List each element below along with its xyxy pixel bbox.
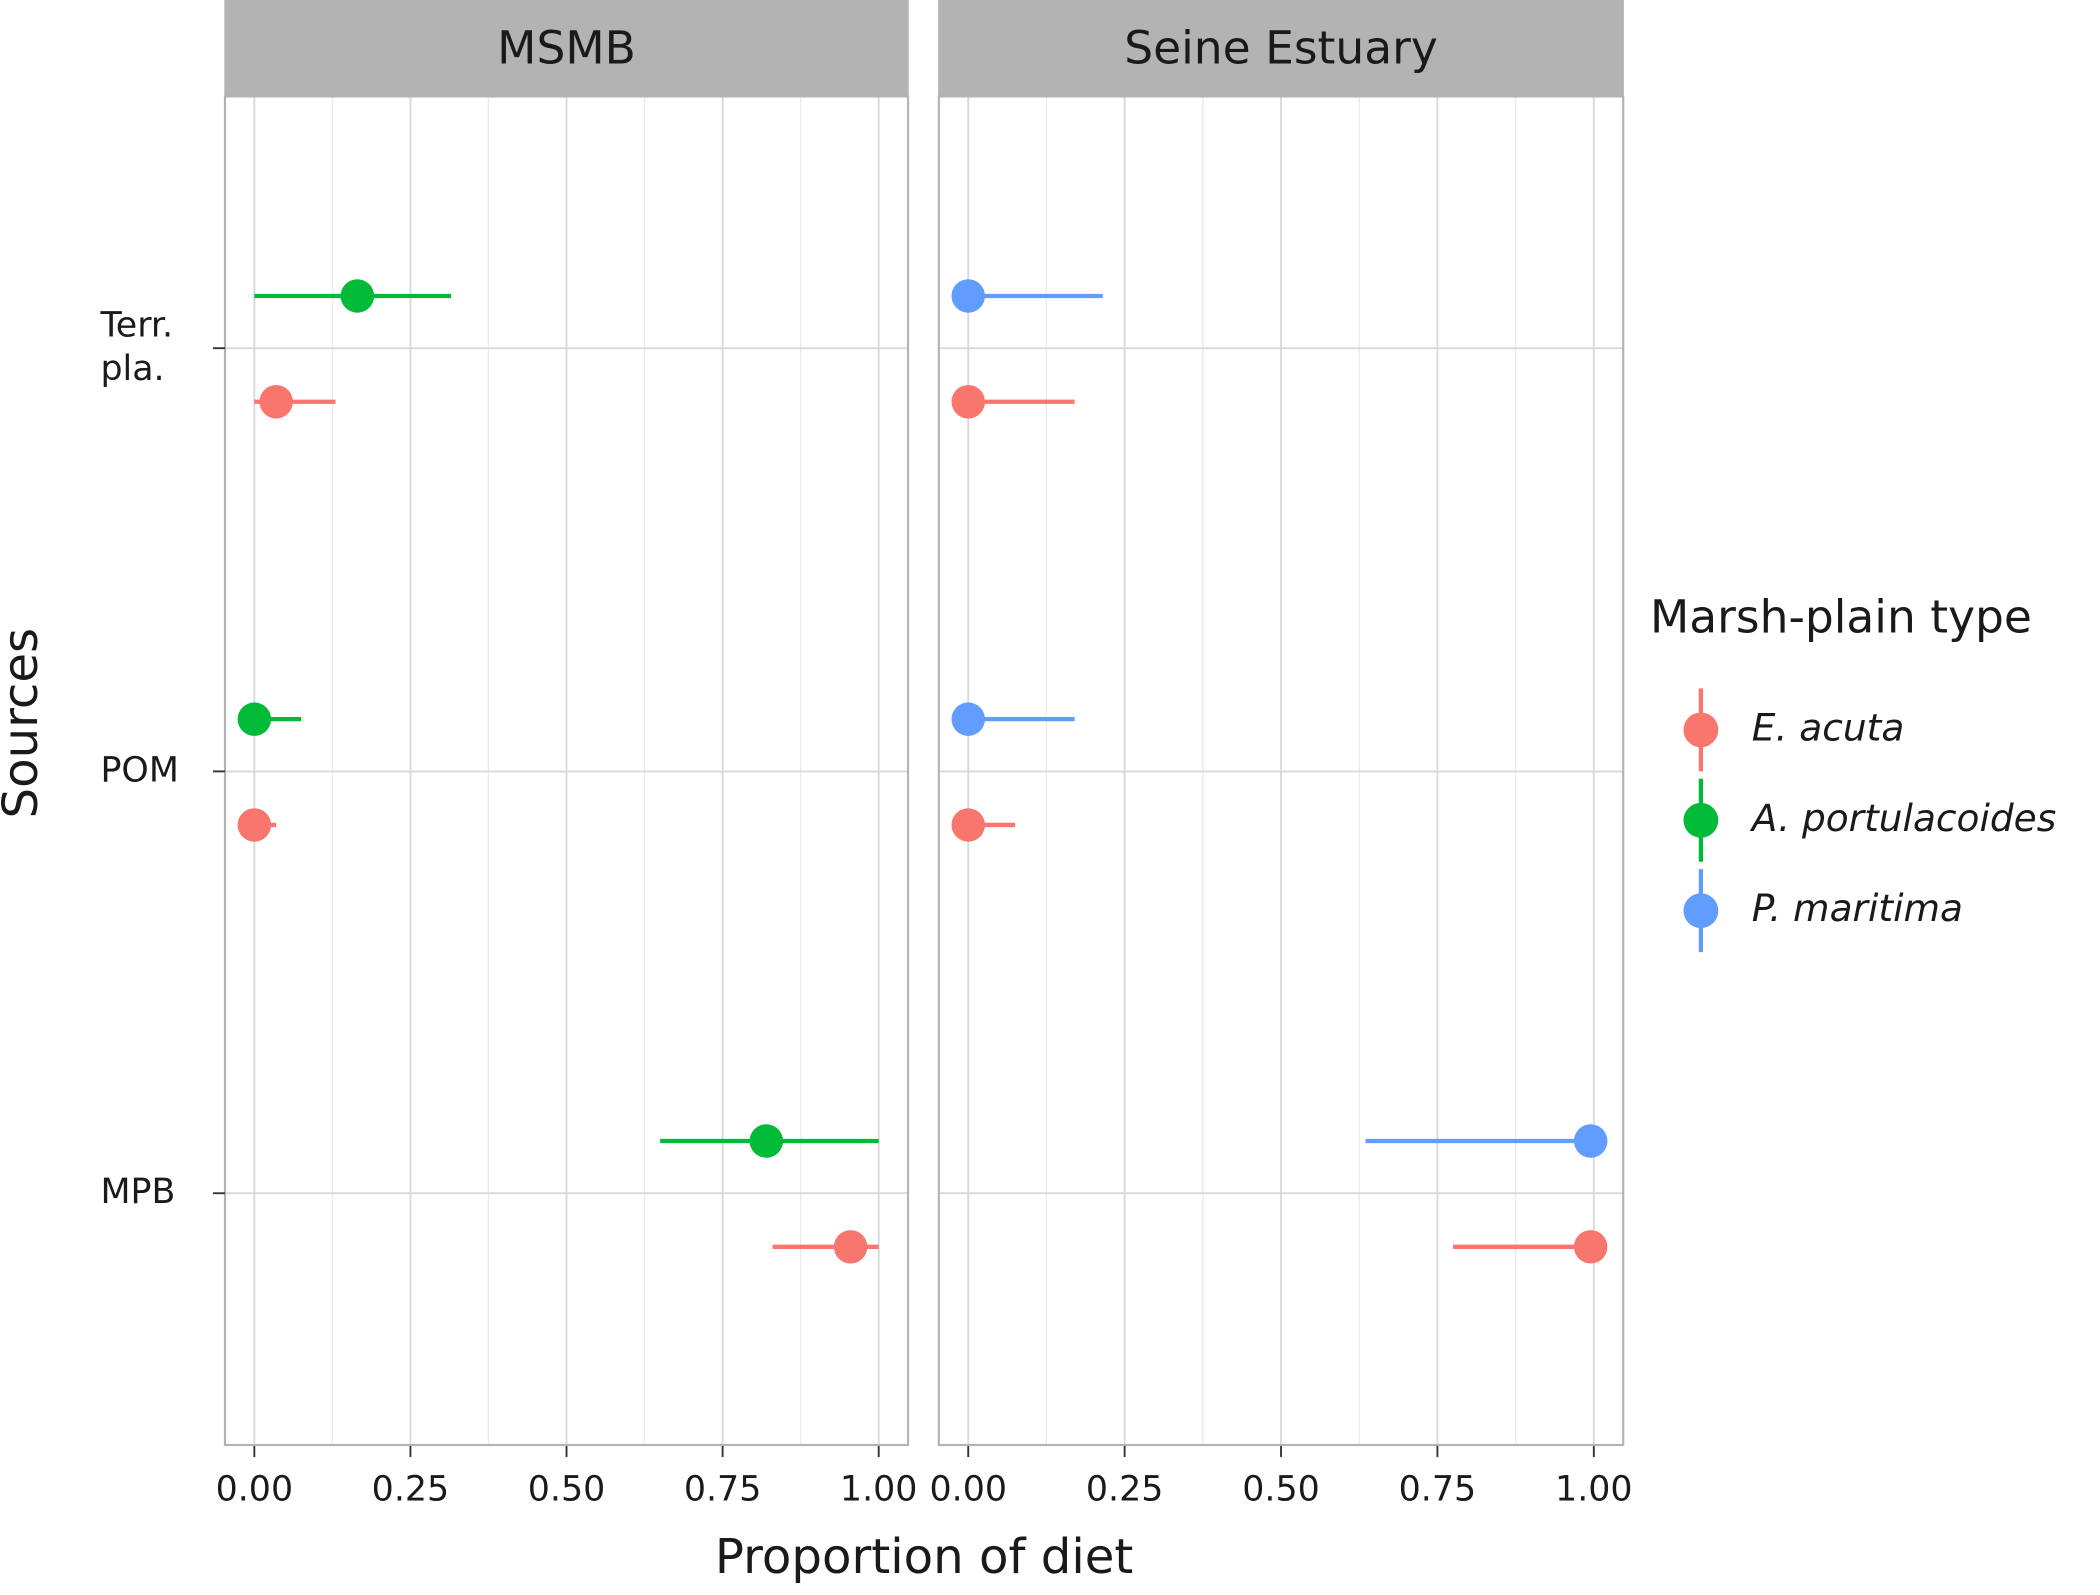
- y-tick-label: Terr. pla.: [99, 305, 173, 389]
- y-tick-label: POM: [100, 750, 178, 790]
- point: [340, 279, 375, 313]
- point: [259, 385, 293, 419]
- y-axis-title: Sources: [0, 628, 49, 819]
- x-tick-label: 0.00: [216, 1470, 294, 1510]
- point: [1573, 1230, 1608, 1264]
- legend-label: P. maritima: [1752, 886, 1963, 930]
- legend-label: A. portulacoides: [1750, 796, 2057, 840]
- x-tick-label: 0.00: [929, 1470, 1007, 1510]
- x-tick-label: 0.25: [1086, 1470, 1164, 1510]
- x-tick-label: 1.00: [840, 1470, 918, 1510]
- x-tick-label: 0.50: [528, 1470, 606, 1510]
- point: [951, 808, 985, 842]
- x-tick-label: 0.75: [1399, 1470, 1477, 1510]
- legend-key: [1683, 893, 1719, 929]
- point: [951, 279, 985, 313]
- x-tick-label: 0.50: [1242, 1470, 1320, 1510]
- strip-title: Seine Estuary: [1124, 21, 1438, 74]
- point: [749, 1124, 784, 1158]
- point: [951, 385, 985, 419]
- strip-title: MSMB: [497, 21, 636, 74]
- legend-label: E. acuta: [1752, 705, 1905, 749]
- legend-title: Marsh-plain type: [1650, 591, 2032, 644]
- point: [951, 702, 985, 736]
- legend-key: [1683, 712, 1719, 748]
- point: [833, 1230, 868, 1264]
- x-axis-title: Proportion of diet: [715, 1529, 1133, 1585]
- y-tick-label: MPB: [100, 1172, 175, 1212]
- strip: [938, 0, 1624, 98]
- point: [237, 808, 272, 842]
- point: [1573, 1124, 1608, 1158]
- x-tick-label: 0.25: [372, 1470, 450, 1510]
- x-tick-label: 0.75: [684, 1470, 762, 1510]
- point: [237, 702, 272, 736]
- legend-key: [1683, 802, 1719, 838]
- x-tick-label: 1.00: [1555, 1470, 1633, 1510]
- strip: [224, 0, 909, 98]
